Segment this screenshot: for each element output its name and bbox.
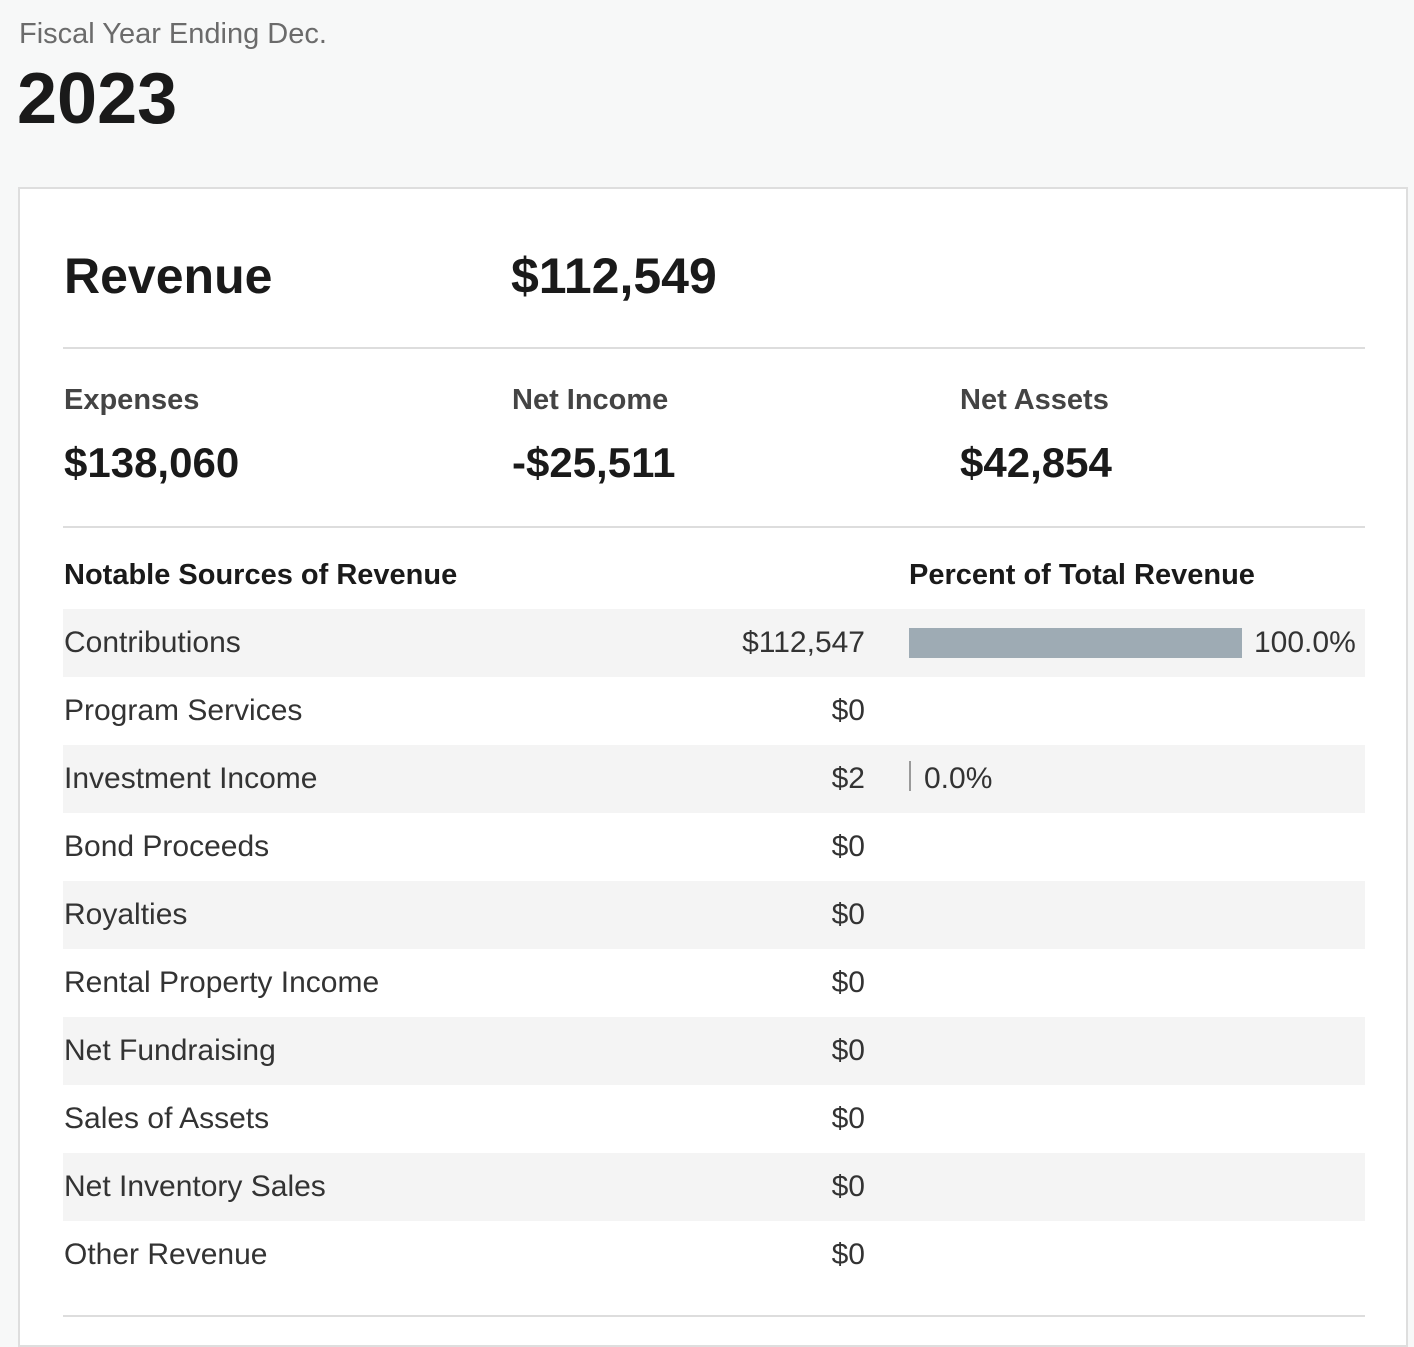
revenue-value: $112,549 [511,248,717,304]
revenue-source-label: Bond Proceeds [64,830,270,863]
divider [63,1315,1365,1317]
table-row: Sales of Assets $0 [63,1085,1365,1153]
revenue-source-amount: $0 [831,1170,865,1203]
net-income-label: Net Income [512,384,669,416]
revenue-sources-header: Notable Sources of Revenue [64,559,458,591]
percent-header: Percent of Total Revenue [909,559,1255,591]
revenue-source-label: Contributions [64,626,241,659]
percent-bar [909,628,1242,658]
percent-bar [909,761,911,791]
table-row: Program Services $0 [63,677,1365,745]
revenue-source-label: Program Services [64,694,303,727]
revenue-source-amount: $112,547 [742,626,865,659]
revenue-source-amount: $0 [831,1034,865,1067]
expenses-value: $138,060 [64,439,240,486]
revenue-source-amount: $0 [831,694,865,727]
table-row: Rental Property Income $0 [63,949,1365,1017]
fiscal-year-label: Fiscal Year Ending Dec. [19,18,327,50]
table-row: Royalties $0 [63,881,1365,949]
table-row: Net Inventory Sales $0 [63,1153,1365,1221]
fiscal-year: 2023 [17,59,178,139]
revenue-source-label: Other Revenue [64,1238,268,1271]
divider [63,347,1365,349]
revenue-source-label: Investment Income [64,762,318,795]
revenue-source-amount: $0 [831,898,865,931]
percent-value: 0.0% [924,762,993,795]
revenue-source-label: Rental Property Income [64,966,380,999]
revenue-source-label: Sales of Assets [64,1102,270,1135]
percent-cell: 0.0% [909,759,1359,799]
net-assets-value: $42,854 [960,439,1112,486]
percent-cell: 100.0% [909,623,1359,663]
revenue-source-label: Net Inventory Sales [64,1170,326,1203]
table-row: Investment Income $2 0.0% [63,745,1365,813]
revenue-source-amount: $2 [831,762,865,795]
revenue-source-label: Royalties [64,898,188,931]
revenue-source-label: Net Fundraising [64,1034,276,1067]
revenue-source-amount: $0 [831,966,865,999]
revenue-source-amount: $0 [831,1102,865,1135]
table-row: Net Fundraising $0 [63,1017,1365,1085]
table-row: Contributions $112,547 100.0% [63,609,1365,677]
percent-value: 100.0% [1254,626,1356,659]
table-row: Other Revenue $0 [63,1221,1365,1289]
net-income-value: -$25,511 [512,439,676,486]
expenses-label: Expenses [64,384,200,416]
divider [63,526,1365,528]
revenue-sources-table: Contributions $112,547 100.0% Program Servi… [63,609,1365,1289]
net-assets-label: Net Assets [960,384,1109,416]
table-row: Bond Proceeds $0 [63,813,1365,881]
revenue-label: Revenue [64,248,273,304]
revenue-source-amount: $0 [831,830,865,863]
revenue-source-amount: $0 [831,1238,865,1271]
